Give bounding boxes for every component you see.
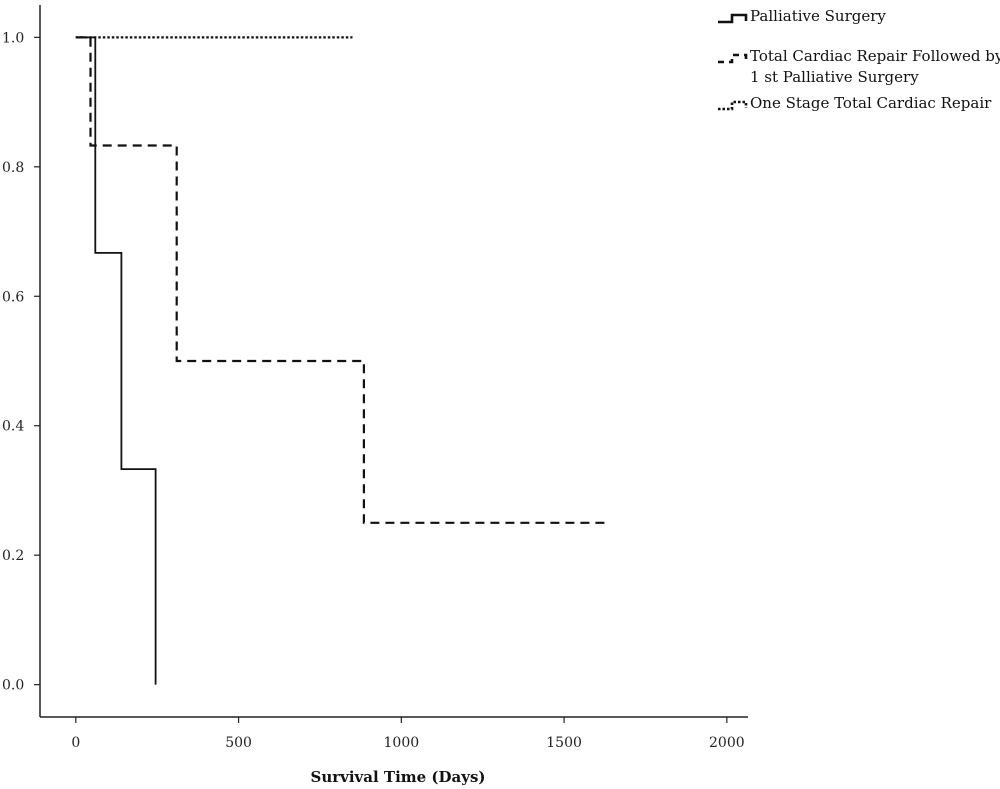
series-line-2 xyxy=(75,36,610,524)
x-axis-title: Survival Time (Days) xyxy=(311,768,486,786)
y-tick-label-0.6: 0.6 xyxy=(2,289,24,305)
y-tick-label-0.4: 0.4 xyxy=(2,419,24,435)
legend-symbol-2 xyxy=(718,53,748,64)
legend-label-1: Palliative Surgery xyxy=(750,7,886,25)
legend-label-2-line-1: Total Cardiac Repair Followed by xyxy=(750,47,1000,65)
x-tick-label-1000: 1000 xyxy=(384,735,420,751)
x-tick-label-1500: 1500 xyxy=(546,735,582,751)
y-tick-label-0.8: 0.8 xyxy=(2,160,24,176)
series-layer xyxy=(75,36,610,685)
y-tick-label-0: 0.0 xyxy=(2,678,24,694)
x-tick-label-2000: 2000 xyxy=(709,735,745,751)
y-tick-label-1: 1.0 xyxy=(2,30,24,46)
legend: Palliative Surgery Total Cardiac Repair F… xyxy=(718,7,1000,112)
legend-symbol-1 xyxy=(718,13,748,24)
axes: 0 500 1000 1500 2000 0.0 0.2 0.4 0.6 0.8 1.0 xyxy=(2,5,748,751)
legend-symbol-3 xyxy=(718,100,748,111)
y-tick-label-0.2: 0.2 xyxy=(2,548,24,564)
legend-label-3: One Stage Total Cardiac Repair xyxy=(750,94,992,112)
x-tick-label-0: 0 xyxy=(71,735,80,751)
x-tick-label-500: 500 xyxy=(225,735,252,751)
series-line-1 xyxy=(75,36,157,685)
legend-label-2-line-2: 1 st Palliative Surgery xyxy=(750,68,919,86)
